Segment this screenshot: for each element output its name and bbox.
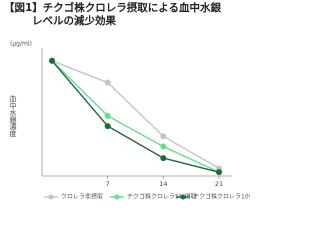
data-point — [104, 79, 111, 86]
legend-marker — [180, 194, 186, 200]
data-point — [216, 169, 222, 176]
page: {"chart_data":{"type":"line", "title":"【… — [4, 1, 250, 201]
x-tick-label: 7 — [106, 180, 110, 188]
data-point — [104, 123, 111, 130]
data-point — [160, 155, 167, 162]
data-point — [160, 143, 167, 150]
y-unit: (μg/ml) — [10, 41, 32, 48]
data-point — [104, 112, 111, 119]
series-line — [51, 60, 220, 173]
series-line — [51, 60, 220, 173]
data-point — [49, 57, 55, 64]
legend-marker — [48, 194, 54, 200]
chart: 【図1】チクゴ株クロレラ摂取による血中水銀 レベルの減少効果 (μg/ml) 血… — [4, 1, 250, 201]
x-tick-label: 21 — [215, 180, 223, 188]
y-axis-label: 血中水銀濃度 — [9, 94, 17, 138]
legend-label: チクゴ株クロレラ10%摂取 — [193, 193, 250, 201]
series-line — [51, 60, 220, 169]
data-point — [160, 133, 167, 140]
legend-label: チクゴ株クロレラ5%摂取 — [127, 193, 197, 201]
chart-title: 【図1】チクゴ株クロレラ摂取による血中水銀 — [4, 1, 221, 14]
legend-marker — [114, 194, 120, 200]
x-tick-label: 14 — [159, 180, 167, 188]
chart-subtitle: レベルの減少効果 — [32, 14, 116, 27]
legend-label: クロレラ非摂取 — [61, 193, 103, 201]
